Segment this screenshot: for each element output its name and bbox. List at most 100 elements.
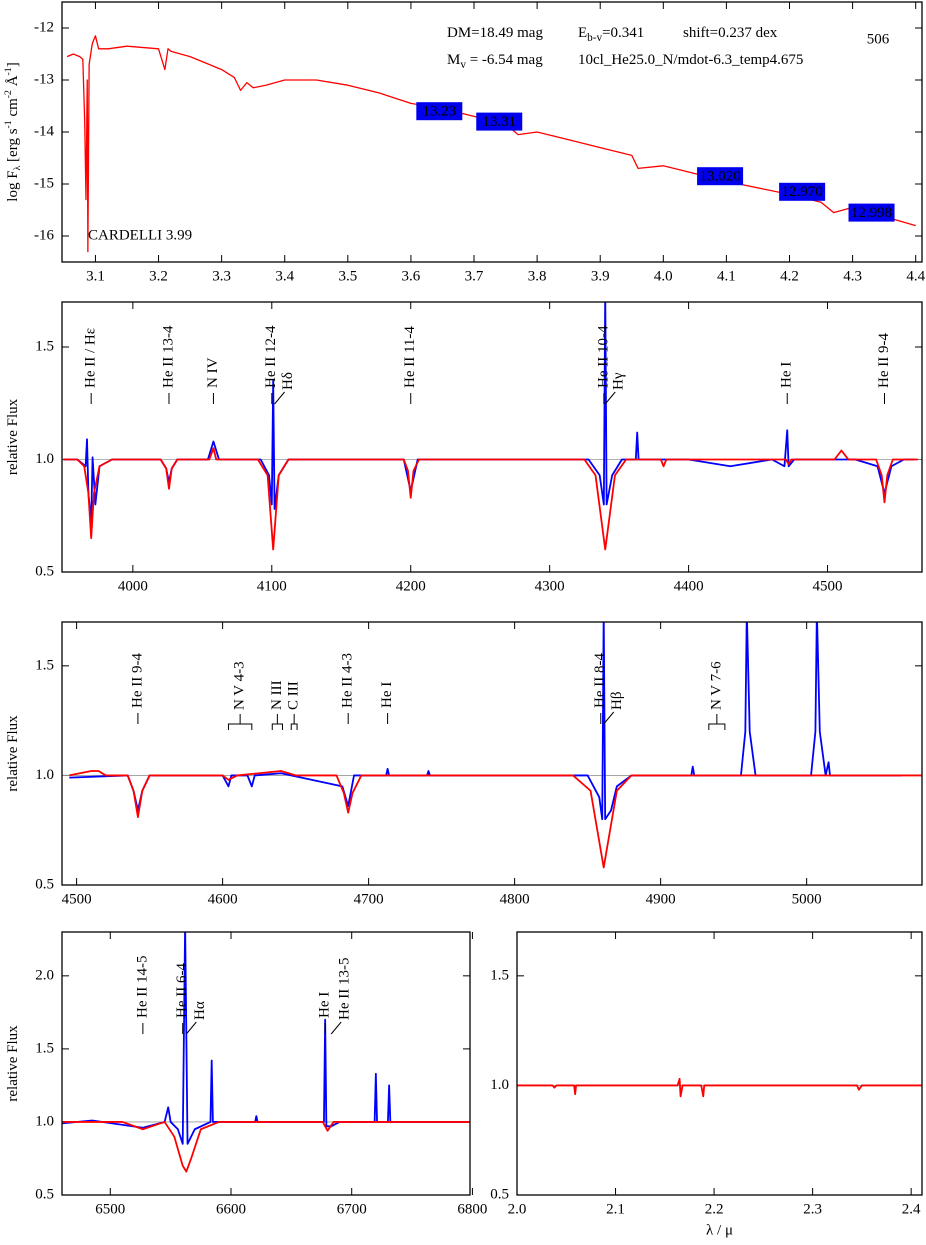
x-tick-label: 4800 — [500, 891, 530, 907]
x-tick-label: 4500 — [813, 578, 843, 594]
text-segment: Å — [5, 75, 21, 90]
line-id-label: Hδ — [280, 372, 296, 390]
line-id-label: He II 8-4 — [592, 653, 608, 708]
photometry-label: 12.998 — [851, 205, 892, 221]
line-id-label: He I — [379, 682, 395, 708]
photometry-label: 12.970 — [781, 184, 822, 200]
text-segment: -1 — [3, 67, 14, 75]
text-segment: λ — [12, 165, 23, 170]
line-id-bracket — [227, 714, 253, 730]
text-segment: shift=0.237 dex — [683, 25, 778, 41]
line-id-label: He II / Hε — [83, 328, 99, 388]
plot-frame — [516, 931, 923, 1196]
photometry-box — [416, 102, 463, 121]
y-axis-label: log Fλ [erg s-1 cm-2 Å-1] — [3, 62, 23, 201]
plot-frame — [61, 1, 923, 263]
line-id-label: N IV — [205, 357, 221, 388]
line-id-bracket — [271, 714, 283, 730]
y-tick-label: -16 — [34, 227, 54, 243]
x-tick-label: 3.7 — [465, 268, 484, 284]
x-tick-label: 6700 — [337, 1201, 367, 1217]
x-tick-label: 4.2 — [780, 268, 799, 284]
x-tick-label: 5000 — [792, 891, 822, 907]
text-segment: = -6.54 mag — [466, 52, 543, 68]
x-tick-label: 2.2 — [705, 1201, 724, 1217]
text-segment: v — [460, 59, 466, 71]
plot-frame — [61, 931, 471, 1196]
photometry-box — [476, 112, 523, 131]
line-id-label: Hβ — [609, 692, 625, 710]
line-id-label: N V 7-6 — [708, 661, 724, 710]
y-tick-label: 2.0 — [35, 967, 54, 983]
y-axis-label: relative Flux — [5, 398, 21, 475]
line-id-bracket — [290, 714, 298, 730]
x-tick-label: 3.3 — [212, 268, 231, 284]
x-tick-label: 4000 — [118, 578, 148, 594]
y-tick-label: 1.0 — [35, 767, 54, 783]
x-tick-label: 4.1 — [717, 268, 736, 284]
y-axis-label: relative Flux — [5, 1025, 21, 1102]
plot-area — [63, 302, 918, 551]
x-tick-label: 4400 — [674, 578, 704, 594]
line-id-label: He II 14-5 — [134, 956, 150, 1018]
y-tick-label: 0.5 — [35, 876, 54, 892]
line-id-connector — [603, 711, 615, 725]
line-id-label: He II 12-4 — [263, 325, 279, 388]
photometry-label: 13.23 — [422, 104, 456, 120]
x-tick-label: 4200 — [396, 578, 426, 594]
annotation: 10cl_He25.0_N/mdot-6.3_temp4.675 — [578, 52, 803, 68]
text-segment: relative Flux — [5, 715, 21, 792]
x-tick-label: 4.4 — [906, 268, 925, 284]
x-tick-label: 3.8 — [528, 268, 547, 284]
line-id-label: He I — [317, 992, 333, 1018]
photometry-label: 13.020 — [699, 169, 740, 185]
photometry-box — [779, 182, 826, 201]
x-tick-label: 4300 — [535, 578, 565, 594]
x-tick-label: 2.0 — [508, 1201, 527, 1217]
y-tick-label: -12 — [34, 19, 54, 35]
text-segment: ] — [5, 62, 21, 67]
spectrum-line — [66, 35, 916, 253]
text-segment: b-v — [587, 32, 602, 44]
x-tick-label: 3.4 — [275, 268, 294, 284]
x-tick-label: 2.3 — [803, 1201, 822, 1217]
x-tick-label: 3.2 — [149, 268, 168, 284]
y-tick-label: 1.5 — [490, 967, 509, 983]
text-segment: log F — [5, 170, 21, 201]
line-id-label: N V 4-3 — [232, 661, 248, 710]
text-segment: DM=18.49 mag — [447, 25, 543, 41]
y-tick-label: 1.0 — [35, 451, 54, 467]
line-id-label: Hγ — [611, 372, 627, 390]
line-id-label: He II 9-4 — [129, 653, 145, 708]
text-segment: =0.341 — [602, 25, 644, 41]
x-tick-label: 2.1 — [606, 1201, 625, 1217]
text-segment: [erg s — [5, 128, 21, 165]
line-id-label: He II 11-4 — [402, 326, 418, 388]
annotation: DM=18.49 mag — [447, 25, 543, 41]
line-id-label: He II 4-3 — [340, 653, 356, 708]
plot-area — [62, 932, 470, 1173]
x-tick-label: 6600 — [216, 1201, 246, 1217]
line-id-label: He I — [779, 362, 795, 388]
line-id-label: C III — [286, 681, 302, 710]
line-id-label: Hα — [192, 1001, 208, 1020]
y-axis-label: relative Flux — [5, 715, 21, 792]
text-segment: M — [447, 52, 460, 68]
annotation: Mv = -6.54 mag — [447, 52, 543, 70]
x-tick-label: 4100 — [257, 578, 287, 594]
x-axis-label: λ / μ — [706, 1222, 733, 1238]
photometry-box — [697, 167, 744, 186]
annotation: Eb-v=0.341 — [578, 25, 644, 43]
y-tick-label: 0.5 — [35, 563, 54, 579]
photometry-label: 13.31 — [482, 114, 516, 130]
text-segment: relative Flux — [5, 1025, 21, 1102]
y-tick-label: 1.5 — [35, 1040, 54, 1056]
line-id-bracket — [708, 714, 726, 730]
y-tick-label: 1.0 — [490, 1077, 509, 1093]
x-tick-label: 3.6 — [402, 268, 421, 284]
line-id-connector — [604, 391, 616, 405]
spectrum-line — [62, 932, 470, 1145]
line-id-label: N III — [269, 680, 285, 710]
y-tick-label: -13 — [34, 71, 54, 87]
y-tick-label: 1.0 — [35, 1113, 54, 1129]
